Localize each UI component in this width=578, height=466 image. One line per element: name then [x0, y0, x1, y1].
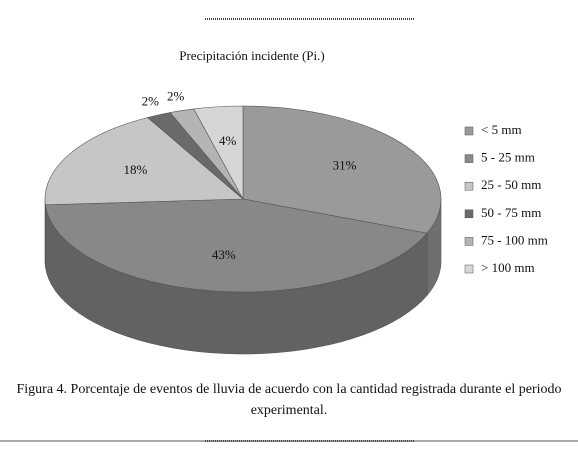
- legend-swatch: [464, 154, 474, 163]
- data-label: 4%: [219, 133, 237, 148]
- legend-swatch: [464, 126, 474, 136]
- legend: < 5 mm 5 - 25 mm 25 - 50 mm 50 - 75 mm 75 - …: [464, 122, 548, 275]
- legend-swatch: [464, 209, 474, 219]
- pie: 31% 43% 18% 2% 2% 4%: [44, 89, 442, 355]
- legend-swatch: [464, 264, 474, 274]
- data-label: 31%: [333, 158, 357, 173]
- legend-label: 5 - 25 mm: [481, 150, 535, 165]
- legend-label: 75 - 100 mm: [481, 232, 548, 247]
- data-label: 2%: [167, 89, 185, 104]
- caption: Figura 4. Porcentaje de eventos de lluvi…: [16, 382, 561, 397]
- pie-slice: [242, 105, 442, 234]
- data-label: 2%: [142, 93, 160, 108]
- pie-slice: [44, 117, 244, 206]
- caption: experimental.: [251, 403, 328, 418]
- pie-slice: [193, 105, 244, 200]
- legend-label: 25 - 50 mm: [481, 177, 541, 192]
- chart-title: Precipitación incidente (Pi.): [179, 48, 324, 63]
- legend-swatch: [464, 181, 474, 191]
- pie-slice: [45, 198, 428, 293]
- legend-swatch: [464, 237, 474, 246]
- legend-label: < 5 mm: [481, 122, 522, 137]
- data-label: 43%: [212, 247, 236, 262]
- legend-label: > 100 mm: [481, 260, 535, 275]
- legend-label: 50 - 75 mm: [481, 205, 541, 220]
- data-label: 18%: [124, 162, 148, 177]
